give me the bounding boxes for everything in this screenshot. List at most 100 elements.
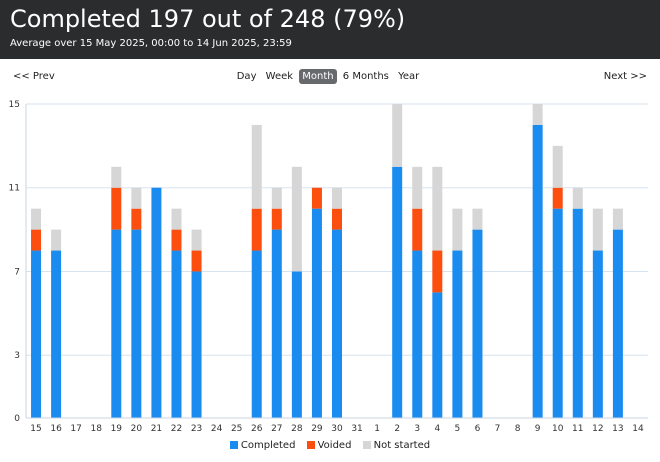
period-day-button[interactable]: Day [236,71,257,82]
prev-button[interactable]: << Prev [13,71,55,82]
bar-not-started-19[interactable] [111,166,122,188]
bar-not-started-13[interactable] [612,208,623,230]
bar-completed-10[interactable] [552,208,563,418]
bar-voided-23[interactable] [191,250,202,272]
bar-completed-16[interactable] [51,250,62,418]
x-tick-label: 23 [191,424,202,434]
bar-not-started-10[interactable] [552,145,563,188]
bar-completed-12[interactable] [592,250,603,418]
bar-completed-15[interactable] [31,250,42,418]
bar-voided-19[interactable] [111,187,122,230]
bar-voided-3[interactable] [412,208,423,251]
period-week-button[interactable]: Week [265,71,294,82]
bar-not-started-30[interactable] [332,187,342,209]
bar-not-started-4[interactable] [432,166,443,251]
bar-completed-28[interactable] [291,271,302,418]
bar-completed-20[interactable] [131,229,142,418]
bar-completed-13[interactable] [612,229,623,418]
bar-voided-20[interactable] [131,208,142,230]
bar-completed-3[interactable] [412,250,423,418]
x-tick-label: 4 [434,424,440,434]
x-tick-label: 28 [291,424,303,434]
x-tick-label: 20 [131,424,143,434]
period-month-button[interactable]: Month [299,69,337,84]
bar-completed-27[interactable] [271,229,282,418]
x-tick-label: 21 [151,424,162,434]
bar-completed-22[interactable] [171,250,182,418]
period-selector: Day Week Month 6 Months Year [0,69,658,84]
bar-voided-27[interactable] [271,208,282,230]
bar-voided-10[interactable] [552,187,563,209]
x-tick-label: 5 [455,424,461,434]
bar-completed-23[interactable] [191,271,202,418]
legend-label-voided: Voided [317,440,352,451]
bar-not-started-12[interactable] [592,208,603,251]
x-tick-label: 1 [374,424,380,434]
bar-voided-22[interactable] [171,229,182,251]
bar-not-started-26[interactable] [251,124,262,209]
x-tick-label: 24 [211,424,223,434]
x-tick-label: 2 [394,424,400,434]
bar-voided-29[interactable] [311,187,322,209]
x-tick-label: 7 [495,424,501,434]
x-tick-label: 26 [251,424,263,434]
bar-completed-21[interactable] [151,187,162,418]
chart-header: Completed 197 out of 248 (79%) Average o… [0,0,660,59]
x-tick-label: 30 [331,424,343,434]
x-tick-label: 14 [632,424,644,434]
bar-completed-5[interactable] [452,250,463,418]
x-tick-label: 29 [311,424,323,434]
legend-swatch-completed [229,441,238,449]
bar-completed-2[interactable] [392,166,403,418]
bar-completed-4[interactable] [432,292,443,418]
bar-not-started-5[interactable] [452,208,463,251]
x-tick-label: 13 [612,424,623,434]
bar-not-started-27[interactable] [271,187,282,209]
x-tick-label: 6 [475,424,481,434]
x-tick-label: 11 [572,424,583,434]
period-6-months-button[interactable]: 6 Months [342,71,389,82]
x-tick-label: 9 [535,424,541,434]
legend-swatch-voided [306,441,315,449]
bar-completed-11[interactable] [572,208,583,418]
legend-item-not-started[interactable]: Not started [362,440,431,451]
bar-not-started-11[interactable] [572,187,583,209]
bar-not-started-23[interactable] [191,229,202,251]
bar-not-started-16[interactable] [51,229,62,251]
bar-completed-29[interactable] [311,208,322,418]
bar-voided-30[interactable] [332,208,342,230]
bar-completed-30[interactable] [332,229,342,418]
x-tick-label: 19 [111,424,123,434]
bar-not-started-28[interactable] [291,166,302,272]
bar-not-started-6[interactable] [472,208,483,230]
x-tick-label: 3 [414,424,420,434]
legend-item-completed[interactable]: Completed [229,440,296,451]
x-tick-label: 12 [592,424,603,434]
bar-not-started-9[interactable] [532,104,543,125]
y-tick-label: 7 [14,267,20,277]
bar-completed-19[interactable] [111,229,122,418]
bar-not-started-20[interactable] [131,187,142,209]
bar-voided-15[interactable] [31,229,42,251]
bar-not-started-3[interactable] [412,166,423,209]
bar-completed-26[interactable] [251,250,262,418]
x-tick-label: 8 [515,424,521,434]
bar-completed-6[interactable] [472,229,483,418]
period-year-button[interactable]: Year [398,71,420,82]
bar-completed-9[interactable] [532,124,543,418]
x-tick-label: 27 [271,424,282,434]
bar-not-started-15[interactable] [31,208,42,230]
bar-not-started-2[interactable] [392,104,403,167]
next-button[interactable]: Next >> [603,71,647,82]
bar-not-started-22[interactable] [171,208,182,230]
bar-voided-4[interactable] [432,250,443,293]
y-tick-label: 15 [9,100,20,110]
x-tick-label: 22 [171,424,182,434]
legend-item-voided[interactable]: Voided [306,440,352,451]
legend-label-not-started: Not started [373,440,431,451]
page-subtitle: Average over 15 May 2025, 00:00 to 14 Ju… [10,38,292,49]
x-tick-label: 15 [30,424,41,434]
legend-label-completed: Completed [240,440,296,451]
bar-voided-26[interactable] [251,208,262,251]
